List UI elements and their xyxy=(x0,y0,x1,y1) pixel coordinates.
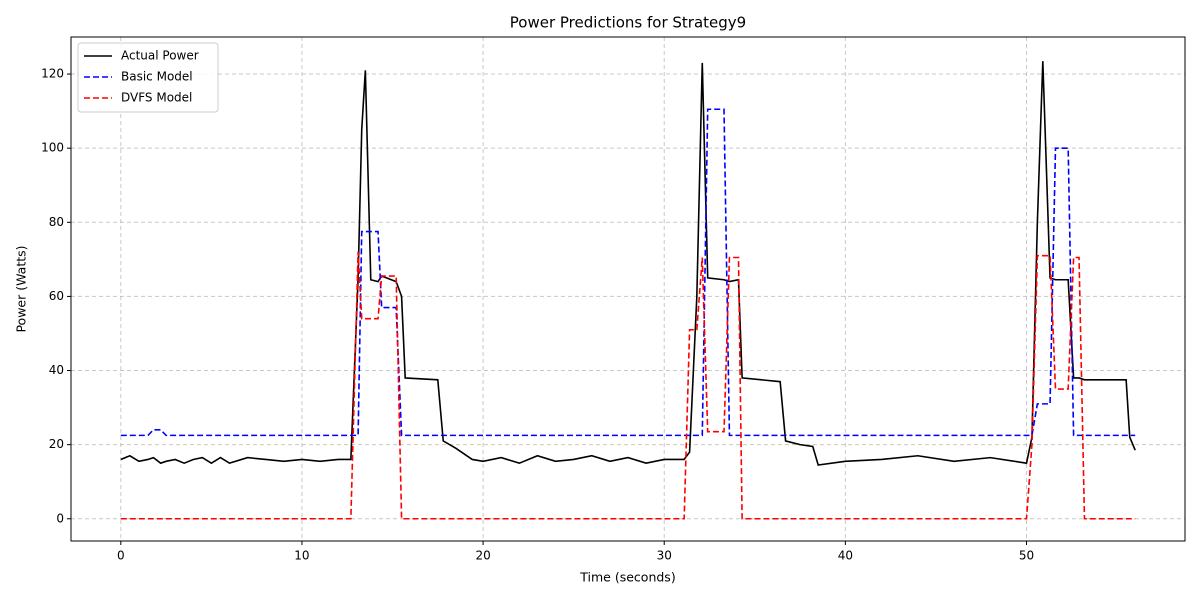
x-tick-label: 20 xyxy=(475,549,490,563)
legend-box xyxy=(77,42,219,113)
legend-label: Actual Power xyxy=(121,49,199,63)
x-tick-label: 0 xyxy=(117,549,125,563)
y-tick-label: 120 xyxy=(41,67,64,81)
chart-title: Power Predictions for Strategy9 xyxy=(510,14,746,32)
y-tick-label: 0 xyxy=(56,511,64,525)
y-tick-label: 60 xyxy=(49,289,64,303)
y-tick-label: 20 xyxy=(49,437,64,451)
y-tick-label: 40 xyxy=(49,363,64,377)
x-tick-label: 30 xyxy=(657,549,672,563)
legend-label: DVFS Model xyxy=(121,91,192,105)
legend: Actual Power Basic Model DVFS Model xyxy=(77,42,219,113)
x-tick-label: 40 xyxy=(838,549,853,563)
series-line xyxy=(120,251,1136,520)
x-tick-label: 50 xyxy=(1019,549,1034,563)
legend-label: Basic Model xyxy=(121,70,193,84)
y-axis-label: Power (Watts) xyxy=(14,245,29,332)
x-axis-label: Time (seconds) xyxy=(579,570,675,585)
series-line xyxy=(120,108,1136,437)
y-tick-label: 100 xyxy=(41,141,64,155)
plot-frame xyxy=(70,36,1186,542)
x-tick-label: 10 xyxy=(294,549,309,563)
series-line xyxy=(120,61,1136,466)
y-tick-label: 80 xyxy=(49,215,64,229)
